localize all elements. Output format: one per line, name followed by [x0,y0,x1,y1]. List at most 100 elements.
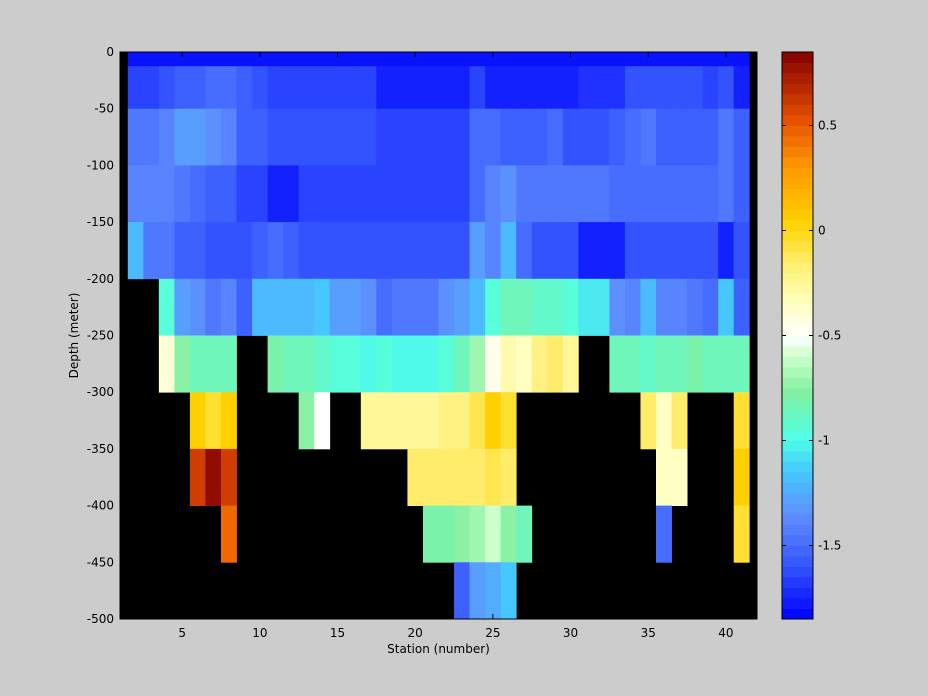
colorbar-band [782,514,813,525]
colorbar-band [782,335,813,347]
heatmap-cell [578,66,595,110]
heatmap-cell [407,278,424,336]
heatmap-cell [252,278,268,336]
heatmap-cell [360,108,377,166]
heatmap-cell [391,66,408,110]
y-tick-label: -350 [87,442,114,456]
heatmap-cell [143,165,160,223]
colorbar-band [782,377,813,389]
heatmap-cell [624,66,641,110]
heatmap-cell [143,66,160,110]
heatmap-cell [733,222,750,280]
x-tick-label: 20 [408,626,423,640]
heatmap-cell [640,278,657,336]
heatmap-cell [531,165,548,223]
heatmap-cell [298,222,315,280]
colorbar-band [782,83,813,95]
heatmap-cell [329,108,346,166]
heatmap-cell [562,335,579,393]
y-tick-label: -50 [94,102,114,116]
heatmap-cell [687,52,704,67]
heatmap-cell [640,52,657,67]
heatmap-cell [516,505,533,563]
heatmap-cell [593,52,610,67]
colorbar-band [782,62,813,74]
heatmap-cell [438,66,455,110]
heatmap-cell [252,52,268,67]
heatmap-cell [360,222,377,280]
y-tick-label: -200 [87,272,114,286]
heatmap-cell [174,66,191,110]
heatmap-cell [500,335,517,393]
heatmap-cell [500,165,517,223]
heatmap-cell [624,165,641,223]
heatmap-cell [718,222,735,280]
heatmap-cell [298,66,315,110]
colorbar-tick-label: -1 [818,434,830,448]
heatmap-cell [640,392,657,450]
heatmap-cell [329,66,346,110]
colorbar-band [782,545,813,557]
heatmap-cell [500,222,517,280]
heatmap-cell [252,66,268,110]
heatmap-cell [158,165,175,223]
heatmap-cell [189,448,206,506]
heatmap-cell [391,108,408,166]
heatmap-cell [220,335,237,393]
heatmap-cell [702,335,719,393]
heatmap-cell [516,52,533,67]
heatmap-cell [593,66,610,110]
colorbar-gradient [782,52,813,620]
heatmap-cell [205,52,222,67]
heatmap-cell [283,108,300,166]
colorbar-band [782,419,813,431]
heatmap-cell [283,278,300,336]
heatmap-cell [329,165,346,223]
heatmap-cell [298,278,315,336]
colorbar-band [782,409,813,420]
colorbar-band [782,482,813,494]
heatmap-cell [205,108,222,166]
heatmap-cell [593,165,610,223]
heatmap-cell [485,278,502,336]
heatmap-cell [174,108,191,166]
heatmap-cell [733,448,750,506]
colorbar-band [782,73,813,84]
heatmap-cell [174,165,191,223]
heatmap-cell [298,52,315,67]
heatmap-cell [531,66,548,110]
heatmap-cell [220,52,237,67]
heatmap-cell [345,278,362,336]
heatmap-cell [718,278,735,336]
heatmap-cell [283,66,300,110]
heatmap-cell [516,278,533,336]
heatmap-cell [407,335,424,393]
heatmap-cell [127,66,144,110]
heatmap-cell [283,52,300,67]
heatmap-cell [469,335,486,393]
heatmap-cell [422,108,439,166]
colorbar-band [782,146,813,158]
heatmap-cell [624,108,641,166]
heatmap-cell [236,165,253,223]
heatmap-cell [547,66,564,110]
heatmap-cell [531,278,548,336]
heatmap-cell [407,108,424,166]
colorbar-band [782,325,813,336]
heatmap-cell [345,165,362,223]
heatmap-cell [236,66,253,110]
heatmap-cell [267,52,284,67]
heatmap-cell [656,222,672,280]
heatmap-cell [469,448,486,506]
colorbar-band [782,608,813,620]
heatmap-cell [360,278,377,336]
heatmap-cell [174,222,191,280]
x-tick-label: 40 [718,626,733,640]
heatmap-cell [422,335,439,393]
heatmap-cell [593,278,610,336]
heatmap-cell [127,222,144,280]
heatmap-cell [205,448,222,506]
heatmap-cell [687,165,704,223]
heatmap-cell [438,392,455,450]
heatmap-cell [143,108,160,166]
